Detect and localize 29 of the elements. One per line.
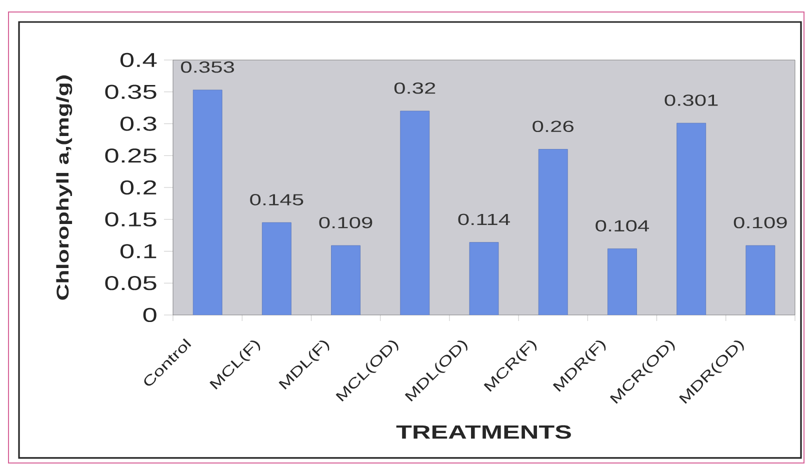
data-label: 0.114 [458,214,510,226]
y-tick-label: 0 [143,308,156,322]
bar [608,248,637,315]
bar [676,122,706,315]
y-tick-label: 0.05 [105,276,156,290]
data-label: 0.109 [734,216,787,228]
y-tick-label: 0.1 [120,244,156,258]
bar [331,245,360,315]
y-tick-label: 0.2 [120,180,156,195]
bar [262,222,292,315]
bar [400,110,430,315]
data-label: 0.353 [180,61,234,73]
data-label: 0.145 [250,194,304,206]
y-tick-label: 0.25 [105,148,156,163]
y-axis-title: Chlorophyll a,(mg/g) [56,75,72,300]
bar [538,149,568,315]
data-label: 0.32 [394,82,436,94]
data-label: 0.109 [319,216,372,228]
bar [746,245,776,315]
y-tick-label: 0.35 [105,84,156,99]
data-label: 0.26 [532,120,574,132]
x-axis-title: TREATMENTS [396,425,571,439]
y-tick-label: 0.3 [120,116,156,131]
y-tick-label: 0.4 [120,52,157,68]
y-tick-label: 0.15 [105,212,156,226]
bar [192,90,222,315]
data-label: 0.104 [596,220,649,232]
data-label: 0.301 [664,94,718,106]
bar [469,242,499,315]
